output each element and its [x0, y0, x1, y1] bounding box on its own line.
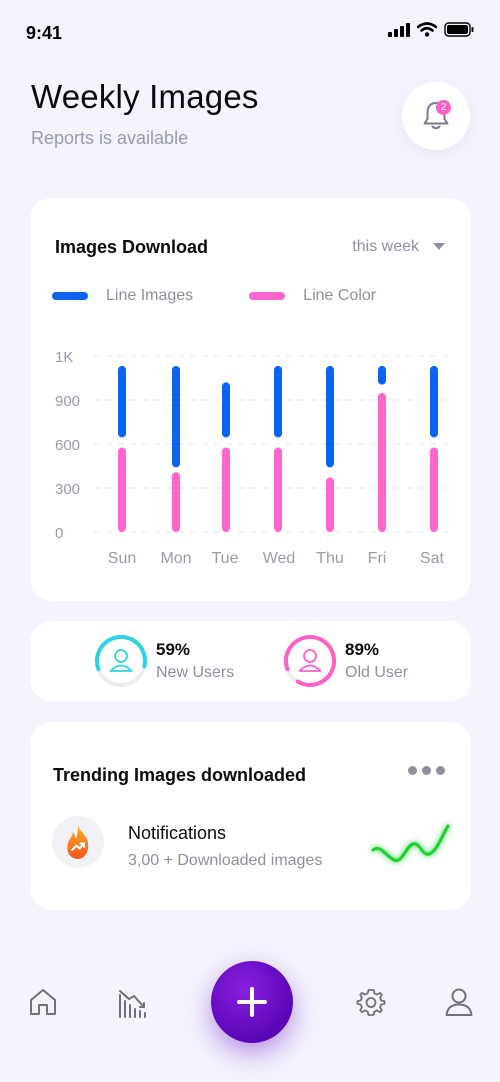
status-icons [388, 22, 474, 37]
caret-down-icon [433, 243, 445, 250]
legend-item: Line Color [249, 287, 376, 305]
wifi-icon [417, 22, 437, 37]
trending-item-icon [52, 816, 104, 868]
analytics-icon[interactable] [117, 987, 149, 1019]
ring-progress [95, 635, 147, 687]
progress-ring-graphic [95, 635, 147, 687]
user-stat-old: 89% Old User [283, 634, 408, 688]
more-options-button[interactable] [408, 766, 445, 775]
status-bar: 9:41 [0, 0, 500, 64]
y-tick-label: 0 [55, 525, 63, 542]
status-time: 9:41 [26, 23, 63, 43]
y-tick-label: 1K [55, 349, 73, 366]
legend-swatch [249, 292, 286, 300]
profile-icon[interactable] [444, 987, 474, 1017]
add-button[interactable] [211, 961, 293, 1043]
progress-ring [283, 634, 337, 688]
notification-badge: 2 [436, 100, 451, 115]
legend-label: Line Images [106, 287, 194, 304]
y-tick-label: 900 [55, 393, 80, 410]
flame-icon [67, 825, 89, 859]
chart-title: Images Download [55, 237, 209, 257]
stat-value: 89% [345, 640, 380, 659]
bottom-nav [0, 955, 500, 1055]
add-icon [237, 987, 267, 1017]
progress-ring-graphic [284, 635, 336, 687]
stat-label: Old User [345, 664, 409, 681]
chart-legend: Line Images Line Color [52, 287, 376, 305]
x-tick-label: Mon [160, 550, 191, 567]
legend-swatch [52, 292, 88, 300]
user-stat-new: 59% New Users [94, 634, 234, 688]
images-download-chart: 1K 900 600 300 0 Sun Mon Tue Wed Thu Fri Sat [55, 349, 448, 567]
settings-icon[interactable] [356, 987, 386, 1017]
signal-icon [388, 22, 410, 37]
x-tick-label: Sun [108, 550, 136, 567]
user-icon [298, 649, 322, 672]
page-title: Weekly Images [31, 78, 259, 115]
battery-icon [444, 22, 474, 37]
page-subtitle: Reports is available [31, 128, 189, 148]
trending-item-name: Notifications [128, 823, 227, 843]
home-icon[interactable] [28, 987, 58, 1017]
period-select-value: this week [352, 238, 419, 255]
images-download-card: 1K 900 600 300 0 Sun Mon Tue Wed Thu Fri Sat Images… [30, 198, 471, 601]
x-tick-label: Sat [420, 550, 445, 567]
trending-item-desc: 3,00 + Downloaded images [128, 852, 323, 869]
legend-item: Line Images [52, 287, 193, 305]
y-tick-label: 300 [55, 481, 80, 498]
dot-icon [436, 766, 445, 775]
x-tick-label: Thu [316, 550, 344, 567]
period-select[interactable]: this week [352, 238, 445, 256]
stat-label: New Users [156, 664, 235, 681]
notifications-button[interactable]: 2 [402, 82, 470, 150]
dot-icon [408, 766, 417, 775]
x-tick-label: Wed [263, 550, 296, 567]
stat-value: 59% [156, 640, 191, 659]
trending-card: Trending Images downloaded Notifications… [30, 722, 471, 910]
ring-progress [284, 635, 336, 687]
trending-title: Trending Images downloaded [53, 765, 307, 785]
trend-sparkline [371, 824, 450, 863]
x-tick-label: Tue [212, 550, 239, 567]
dot-icon [422, 766, 431, 775]
x-tick-label: Fri [368, 550, 387, 567]
y-tick-label: 600 [55, 437, 80, 454]
user-icon [109, 649, 133, 672]
user-stats-card: 59% New Users 89% Old User [30, 621, 471, 701]
legend-label: Line Color [303, 287, 377, 304]
progress-ring [94, 634, 148, 688]
